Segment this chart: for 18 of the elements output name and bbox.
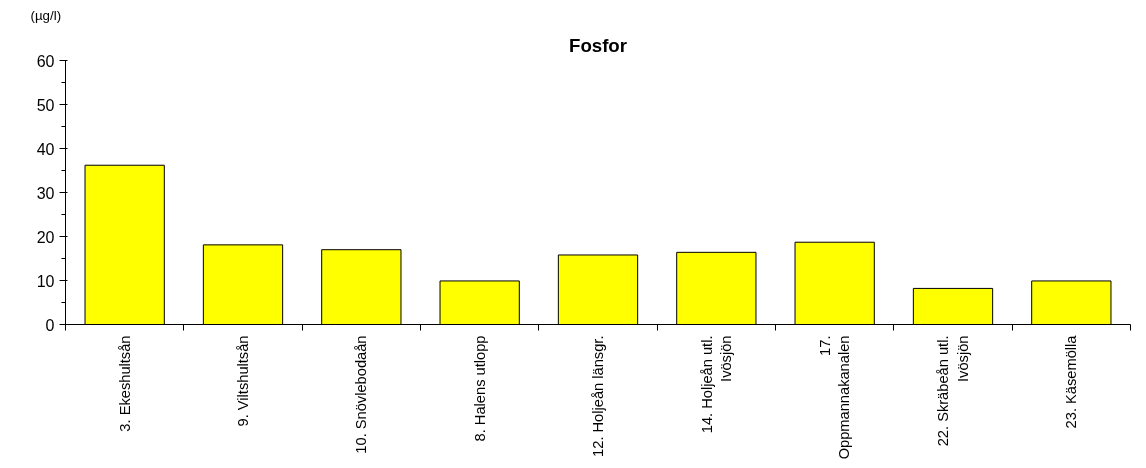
chart-title: Fosfor <box>568 34 628 56</box>
y-axis-title: (µg/l) <box>30 7 62 23</box>
x-tick-label: 14. Holjeån utl. Ivösjön <box>698 335 734 434</box>
y-tick-label: 60 <box>36 52 55 70</box>
y-tick-label: 20 <box>36 228 55 246</box>
x-tick-label: 8. Halens utlopp <box>471 335 488 442</box>
x-tick-label: 22. Skräbeån utl. Ivösjön <box>935 335 971 447</box>
y-tick-label: 10 <box>36 272 55 290</box>
y-tick-label: 50 <box>36 96 55 114</box>
x-tick-label: 12. Holjeån länsgr. <box>590 335 606 457</box>
x-tick-label: 23. Käsemölla <box>1063 334 1080 429</box>
y-tick-label: 30 <box>36 184 55 202</box>
x-tick-label: 17. Oppmannakanalen <box>817 335 853 460</box>
x-tick-label: 3. Ekeshultsån <box>116 335 133 432</box>
x-tick-label: 9. Viltshultsån <box>235 335 251 427</box>
y-tick-label: 40 <box>36 140 55 158</box>
y-tick-label: 0 <box>45 316 55 334</box>
x-tick-label: 10. Snövlebodaån <box>353 335 370 454</box>
